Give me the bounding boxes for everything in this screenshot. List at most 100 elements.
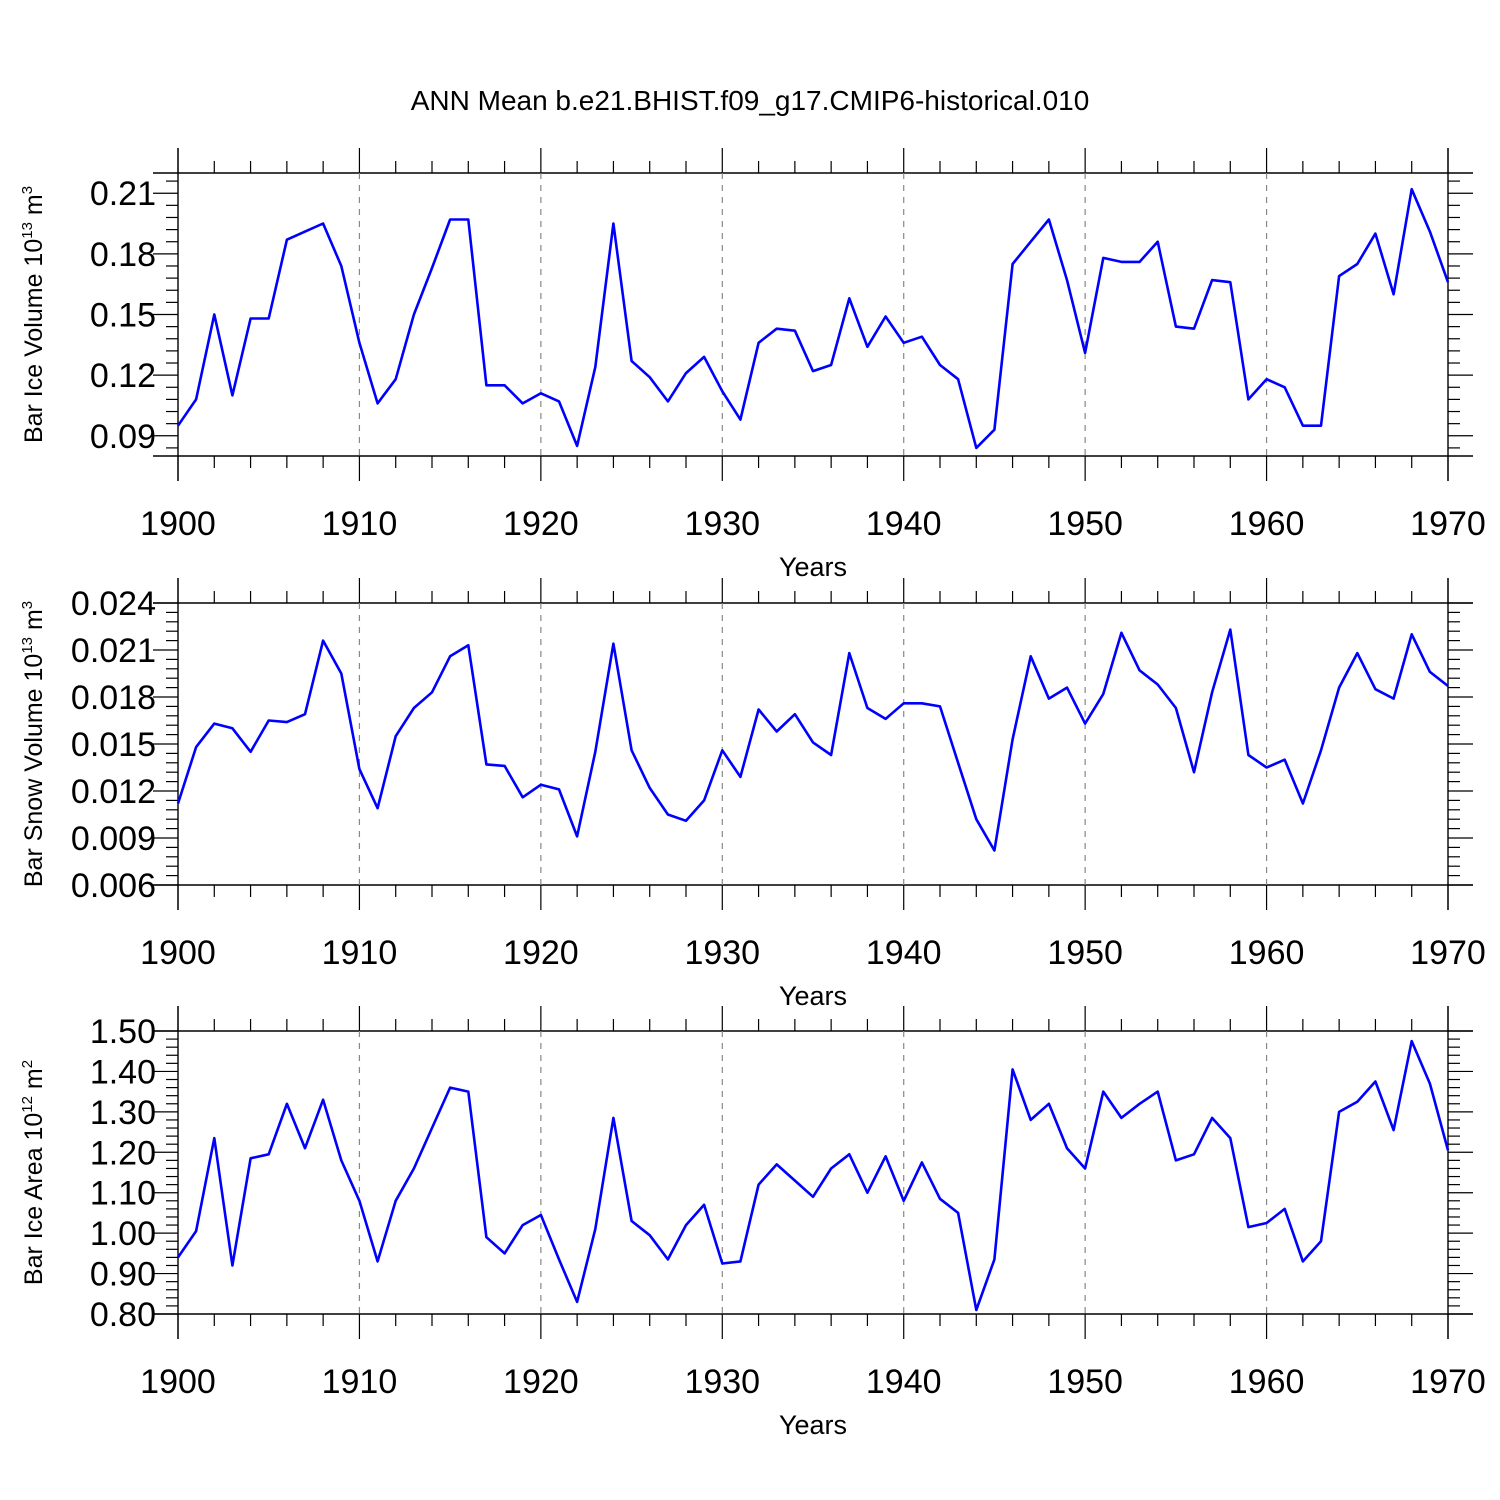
data-point	[1120, 1117, 1122, 1119]
data-point	[757, 708, 759, 710]
data-point	[1084, 352, 1086, 354]
data-point	[1429, 1082, 1431, 1084]
data-point	[685, 372, 687, 374]
data-point	[1356, 263, 1358, 265]
data-point	[739, 418, 741, 420]
data-point	[830, 1167, 832, 1169]
x-tick-label: 1970	[1410, 1363, 1486, 1401]
data-point	[757, 342, 759, 344]
data-point	[195, 398, 197, 400]
data-point	[1374, 688, 1376, 690]
data-point	[1320, 1240, 1322, 1242]
data-point	[776, 1163, 778, 1165]
data-point	[522, 1224, 524, 1226]
data-point	[503, 1252, 505, 1254]
data-point	[449, 1086, 451, 1088]
data-point	[522, 796, 524, 798]
data-point	[1302, 802, 1304, 804]
data-point	[721, 749, 723, 751]
data-point	[794, 329, 796, 331]
data-point	[322, 1099, 324, 1101]
data-point	[1447, 685, 1449, 687]
x-tick-label: 1920	[503, 1363, 579, 1401]
data-point	[1011, 263, 1013, 265]
data-point	[1229, 281, 1231, 283]
data-point	[358, 342, 360, 344]
x-tick-label: 1900	[140, 1363, 216, 1401]
data-point	[449, 655, 451, 657]
data-point	[957, 1212, 959, 1214]
data-point	[1011, 738, 1013, 740]
y-tick-label: 1.40	[90, 1053, 156, 1091]
x-tick-label: 1950	[1047, 1363, 1123, 1401]
data-point	[848, 1153, 850, 1155]
y-tick-label: 0.80	[90, 1296, 156, 1334]
data-point	[975, 447, 977, 449]
data-point	[558, 1258, 560, 1260]
data-point	[776, 730, 778, 732]
y-axis-label: Bar Ice Volume 1013 m3	[19, 186, 48, 443]
data-point	[268, 1153, 270, 1155]
y-tick-label: 0.024	[71, 585, 156, 623]
data-point	[1157, 683, 1159, 685]
data-point	[503, 384, 505, 386]
data-point	[340, 265, 342, 267]
data-point	[1411, 1040, 1413, 1042]
data-point	[1411, 188, 1413, 190]
data-point	[395, 1200, 397, 1202]
y-tick-label: 1.00	[90, 1215, 156, 1253]
data-point	[1247, 754, 1249, 756]
data-point	[703, 1204, 705, 1206]
data-point	[776, 327, 778, 329]
data-point	[1338, 275, 1340, 277]
data-point	[1048, 697, 1050, 699]
data-point	[1392, 1129, 1394, 1131]
data-point	[1265, 378, 1267, 380]
data-point	[286, 1103, 288, 1105]
data-point	[1066, 1147, 1068, 1149]
data-point	[848, 297, 850, 299]
y-tick-label: 1.30	[90, 1094, 156, 1132]
data-point	[921, 336, 923, 338]
data-point	[993, 1258, 995, 1260]
data-point	[848, 652, 850, 654]
y-tick-label: 0.15	[90, 297, 156, 335]
y-axis-label-main: Bar Ice Volume 10	[20, 239, 48, 443]
data-point	[1030, 655, 1032, 657]
data-point	[413, 313, 415, 315]
data-point	[830, 754, 832, 756]
data-point	[1447, 281, 1449, 283]
data-point	[703, 356, 705, 358]
series-line	[176, 628, 1449, 852]
series-line	[176, 1039, 1450, 1312]
data-point	[286, 721, 288, 723]
data-point	[957, 378, 959, 380]
y-tick-label: 0.006	[71, 867, 156, 905]
data-point	[576, 1301, 578, 1303]
data-point	[830, 364, 832, 366]
data-point	[1175, 325, 1177, 327]
data-point	[884, 718, 886, 720]
data-point	[1175, 707, 1177, 709]
data-point	[939, 1198, 941, 1200]
x-tick-label: 1930	[684, 1363, 760, 1401]
data-point	[649, 787, 651, 789]
x-tick-label: 1970	[1410, 934, 1486, 972]
data-point	[558, 400, 560, 402]
x-tick-label: 1920	[503, 505, 579, 543]
data-point	[921, 1161, 923, 1163]
data-point	[304, 713, 306, 715]
data-point	[1084, 1167, 1086, 1169]
data-point	[1284, 1208, 1286, 1210]
data-point	[1157, 241, 1159, 243]
data-point	[812, 741, 814, 743]
data-point	[594, 751, 596, 753]
data-point	[304, 1147, 306, 1149]
y-tick-label: 0.015	[71, 726, 156, 764]
y-axis-label-unit-exponent: 3	[19, 601, 36, 609]
data-point	[884, 315, 886, 317]
data-point	[485, 384, 487, 386]
data-point	[1320, 749, 1322, 751]
data-point	[1392, 697, 1394, 699]
